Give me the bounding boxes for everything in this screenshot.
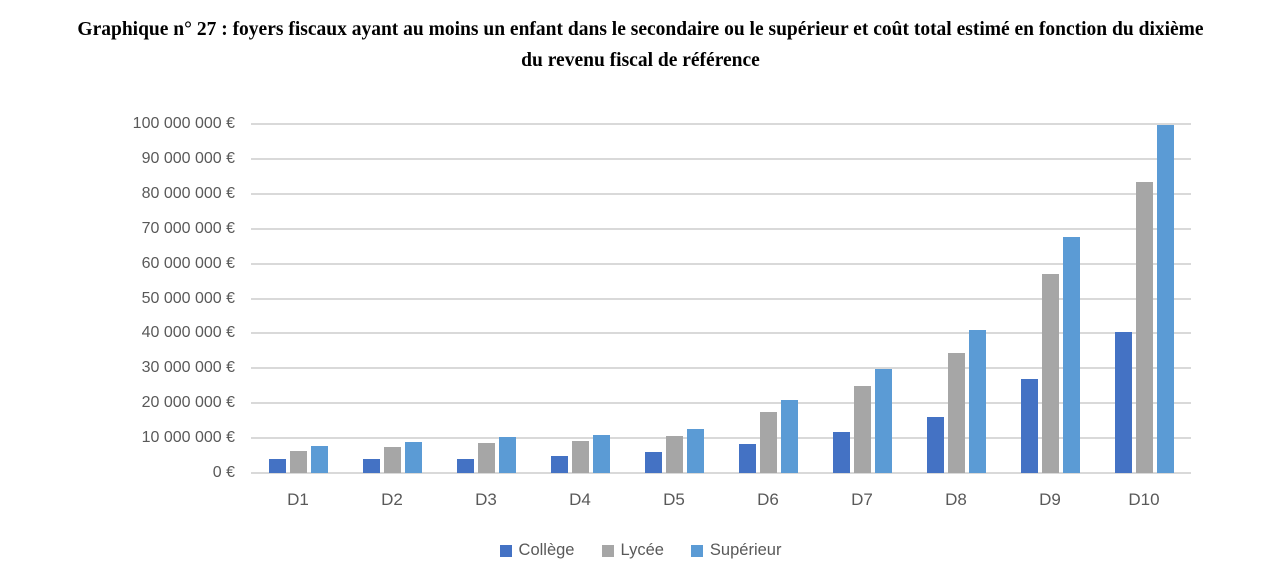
bar-group	[1114, 125, 1174, 473]
bar-superieur-d4	[592, 435, 610, 473]
y-tick-label: 100 000 000 €	[132, 115, 235, 132]
x-tick-label-d1: D1	[287, 490, 309, 509]
bar-lycee-d3	[477, 443, 495, 473]
legend-label-college: Collège	[518, 541, 575, 559]
bar-group-d4	[533, 124, 627, 473]
bar-group	[362, 442, 422, 473]
gridline	[251, 227, 1191, 230]
bar-college-d7	[832, 432, 850, 473]
bar-group-d10	[1097, 124, 1191, 473]
gridline	[251, 262, 1191, 265]
y-tick-label: 40 000 000 €	[141, 324, 235, 342]
gridline	[251, 367, 1191, 370]
bar-superieur-d6	[780, 400, 798, 473]
bar-group	[738, 400, 798, 473]
y-tick-label: 80 000 000 €	[141, 184, 235, 202]
chart-title: Graphique n° 27 : foyers fiscaux ayant a…	[77, 19, 1204, 72]
gridline	[251, 437, 1191, 440]
bar-lycee-d1	[289, 451, 307, 473]
bar-group	[268, 446, 328, 473]
y-tick-label: 50 000 000 €	[141, 289, 235, 307]
bar-college-d5	[644, 452, 662, 473]
bar-lycee-d6	[759, 412, 777, 473]
bar-group	[550, 435, 610, 473]
x-tick-label-d10: D10	[1128, 490, 1160, 509]
legend-item-superieur: Supérieur	[690, 541, 782, 560]
y-tick-label: 20 000 000 €	[141, 394, 235, 412]
x-tick-label-d7: D7	[851, 490, 873, 509]
bar-college-d2	[362, 459, 380, 473]
legend: Collège Lycée Supérieur	[0, 541, 1281, 560]
bar-group	[456, 437, 516, 473]
plot-area	[251, 123, 1191, 474]
x-tick-label-d8: D8	[945, 490, 967, 509]
bar-superieur-d10	[1156, 125, 1174, 473]
bar-college-d1	[268, 459, 286, 473]
gridline	[251, 157, 1191, 160]
bar-group-d5	[627, 124, 721, 473]
legend-swatch-superieur	[690, 544, 703, 557]
bar-group-d2	[345, 124, 439, 473]
x-axis: D1 D2 D3 D4 D5 D6 D7 D8 D9 D10	[251, 490, 1191, 510]
gridline	[251, 332, 1191, 335]
x-tick-label-d9: D9	[1039, 490, 1061, 509]
legend-swatch-college	[499, 544, 512, 557]
x-tick-label-d3: D3	[475, 490, 497, 509]
bar-superieur-d2	[404, 442, 422, 473]
bar-lycee-d4	[571, 441, 589, 473]
bar-lycee-d9	[1041, 274, 1059, 473]
gridline	[251, 123, 1191, 125]
bar-group-d9	[1003, 124, 1097, 473]
bar-lycee-d7	[853, 386, 871, 473]
x-tick-label-d2: D2	[381, 490, 403, 509]
gridline	[251, 472, 1191, 474]
bar-group	[832, 369, 892, 473]
bar-group-d3	[439, 124, 533, 473]
bar-group-d7	[815, 124, 909, 473]
y-tick-label: 70 000 000 €	[141, 219, 235, 237]
bar-college-d6	[738, 444, 756, 473]
bar-superieur-d7	[874, 369, 892, 473]
y-tick-label: 30 000 000 €	[141, 359, 235, 377]
y-tick-label: 0 €	[212, 464, 235, 481]
legend-swatch-lycee	[601, 544, 614, 557]
bar-superieur-d8	[968, 330, 986, 473]
bar-lycee-d10	[1135, 182, 1153, 473]
bar-superieur-d5	[686, 429, 704, 473]
bar-superieur-d3	[498, 437, 516, 473]
x-tick-label-d6: D6	[757, 490, 779, 509]
gridline	[251, 192, 1191, 195]
x-tick-label-d4: D4	[569, 490, 591, 509]
legend-label-lycee: Lycée	[620, 541, 664, 559]
bar-college-d9	[1020, 379, 1038, 473]
bar-superieur-d1	[310, 446, 328, 473]
legend-item-lycee: Lycée	[601, 541, 664, 560]
y-tick-label: 90 000 000 €	[141, 149, 235, 167]
gridline	[251, 402, 1191, 405]
bar-lycee-d5	[665, 436, 683, 473]
bar-group-d6	[721, 124, 815, 473]
bar-group-d8	[909, 124, 1003, 473]
bar-lycee-d2	[383, 447, 401, 473]
bar-college-d10	[1114, 332, 1132, 473]
legend-item-college: Collège	[499, 541, 575, 560]
legend-label-superieur: Supérieur	[709, 541, 782, 559]
bar-lycee-d8	[947, 353, 965, 473]
bar-group-d1	[251, 124, 345, 473]
y-tick-label: 60 000 000 €	[141, 254, 235, 272]
bar-group	[1020, 237, 1080, 473]
bar-college-d8	[926, 417, 944, 473]
gridline	[251, 297, 1191, 300]
bar-college-d3	[456, 459, 474, 473]
bar-group	[926, 330, 986, 473]
bar-group	[644, 429, 704, 473]
y-tick-label: 10 000 000 €	[141, 429, 235, 447]
bar-superieur-d9	[1062, 237, 1080, 473]
x-tick-label-d5: D5	[663, 490, 685, 509]
bar-college-d4	[550, 456, 568, 473]
